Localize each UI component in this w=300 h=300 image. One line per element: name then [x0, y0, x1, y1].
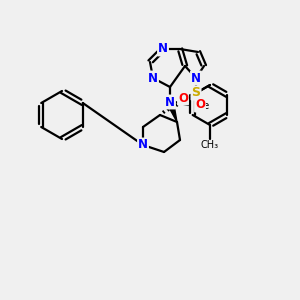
Text: Me: Me [194, 101, 209, 111]
Text: N: N [148, 71, 158, 85]
Text: O: O [195, 98, 205, 112]
Text: CH₃: CH₃ [201, 140, 219, 150]
Text: N: N [138, 139, 148, 152]
Text: S: S [191, 86, 200, 100]
Polygon shape [167, 101, 177, 122]
Text: O: O [178, 92, 188, 104]
Text: N: N [191, 71, 201, 85]
Text: N: N [165, 95, 175, 109]
Text: N: N [158, 43, 168, 56]
